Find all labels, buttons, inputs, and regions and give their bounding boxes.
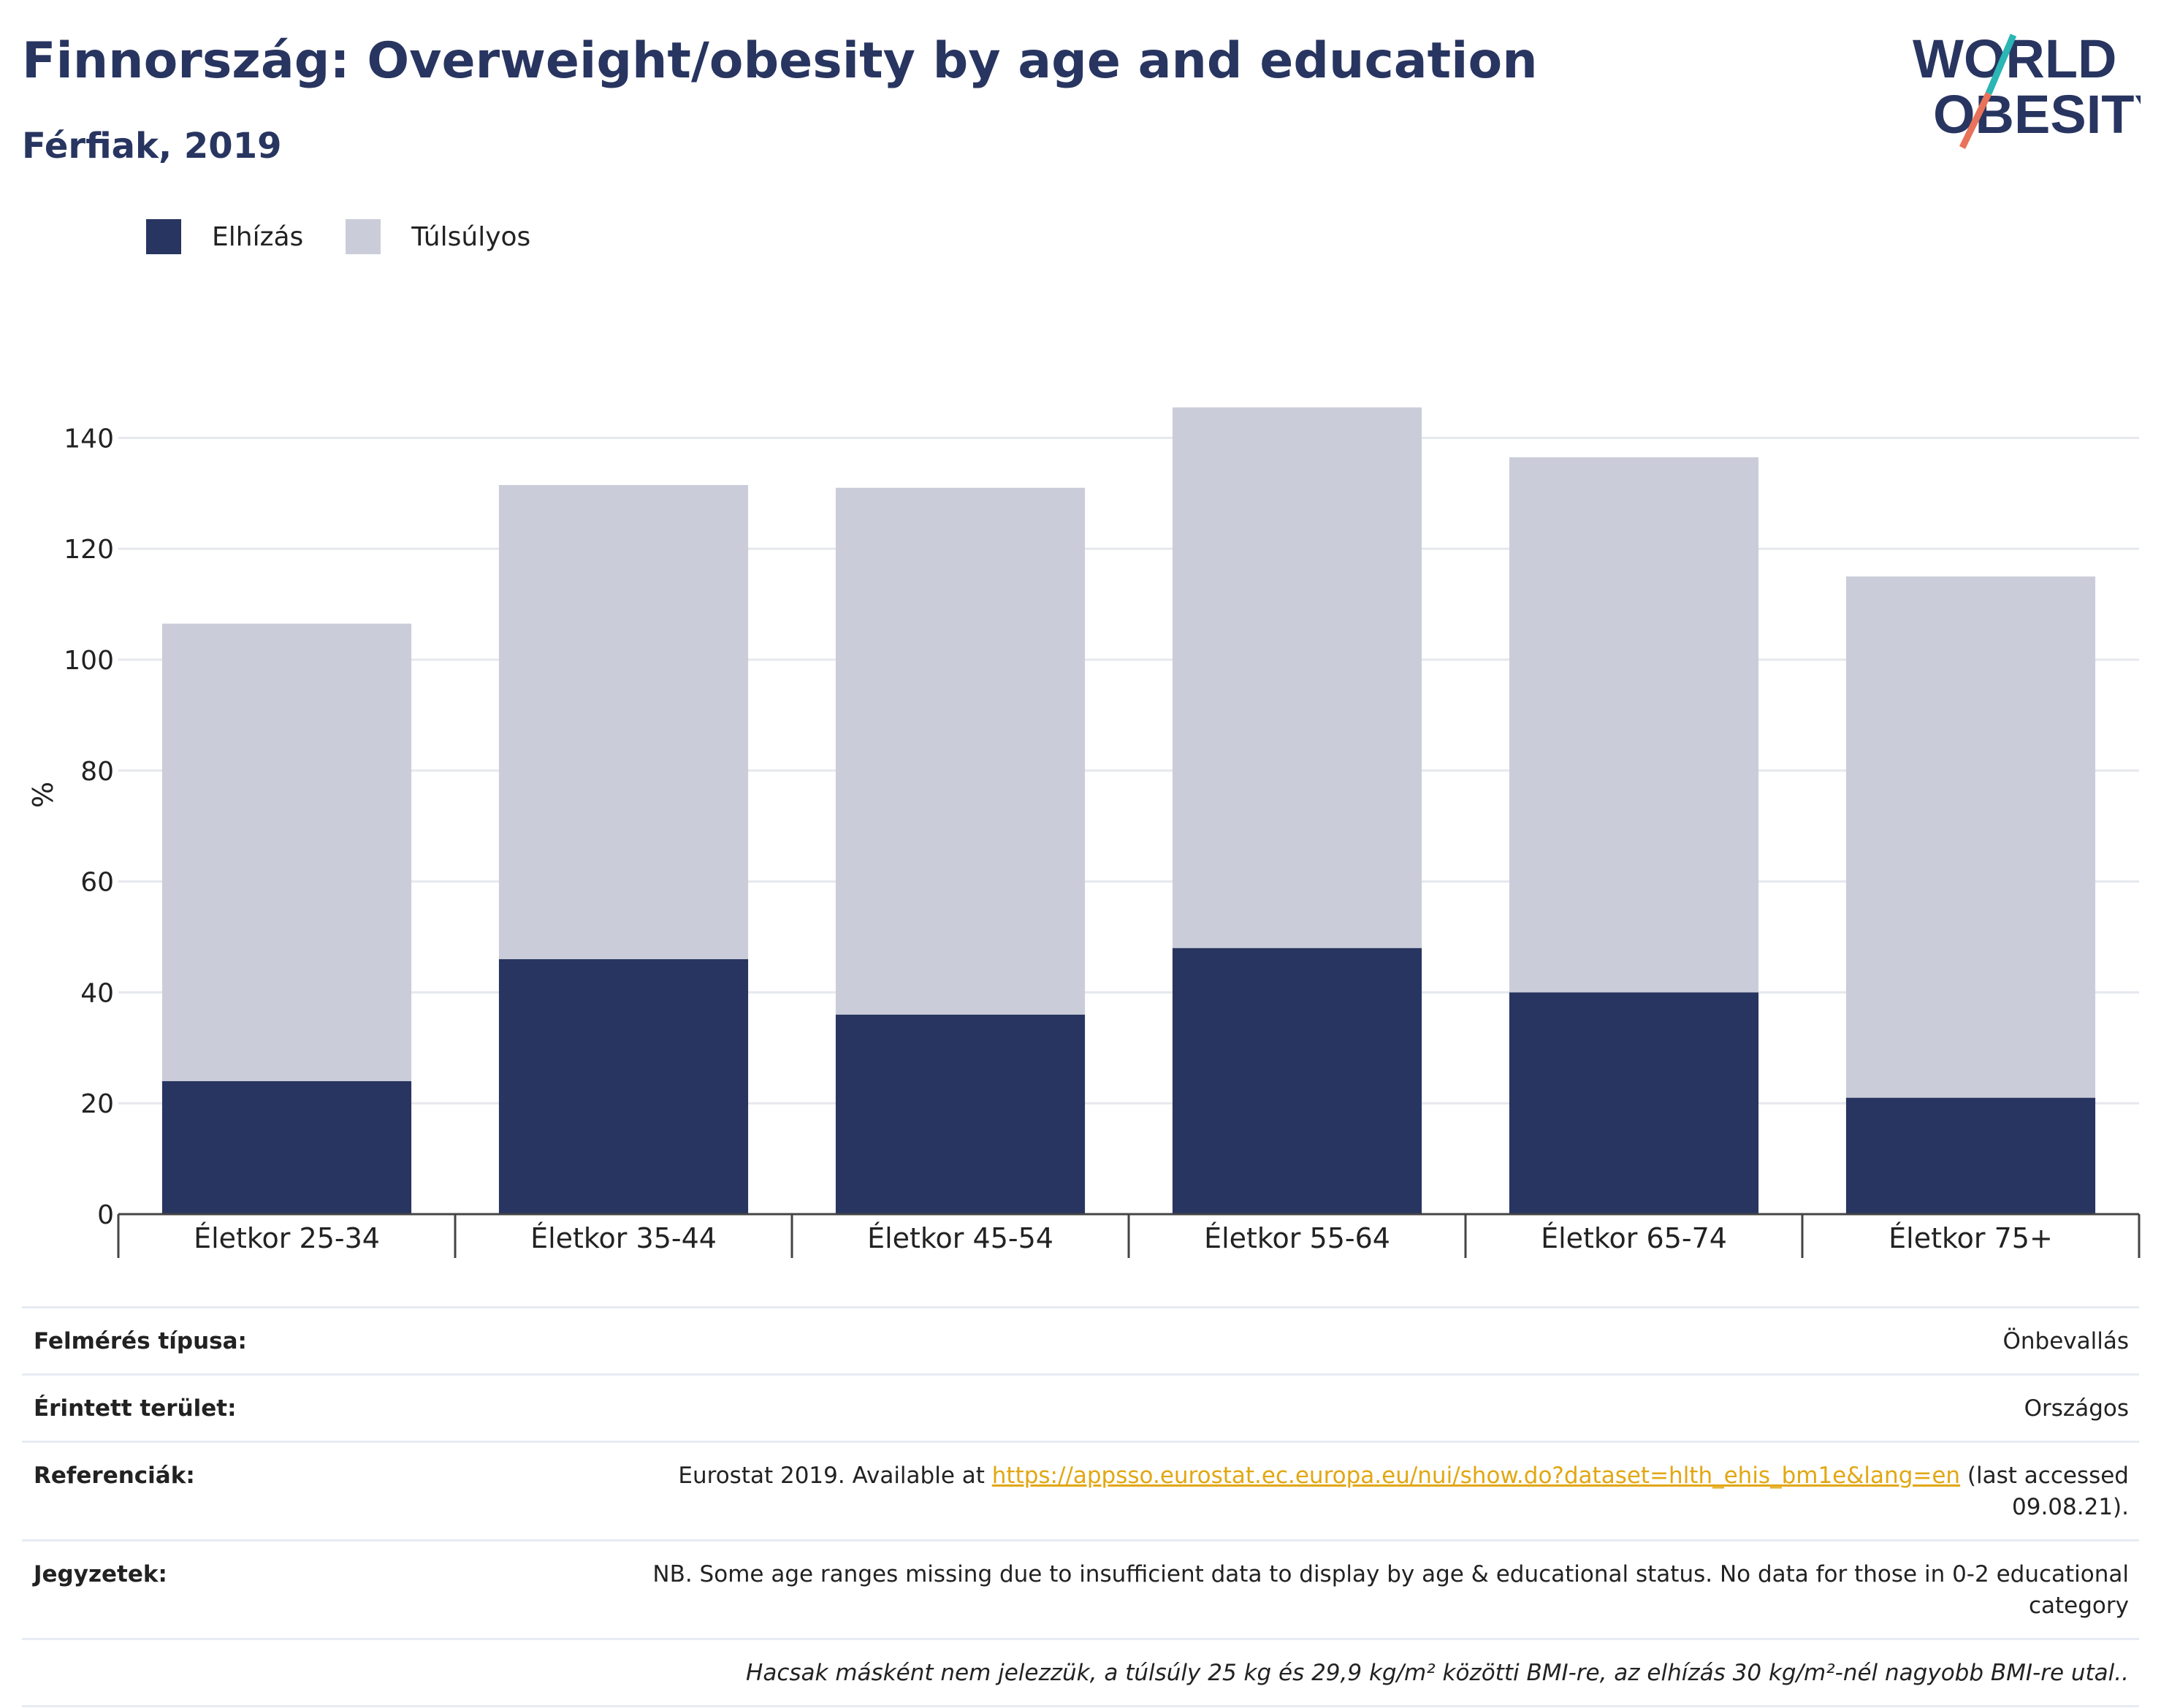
x-tick-label: Életkor 55-64 xyxy=(1204,1222,1390,1254)
bar-overweight xyxy=(1509,457,1759,993)
page-title: Finnország: Overweight/obesity by age an… xyxy=(22,32,1538,90)
meta-row-notes: Jegyzetek: NB. Some age ranges missing d… xyxy=(22,1539,2139,1638)
meta-label: Jegyzetek: xyxy=(34,1561,167,1587)
y-tick-label: 80 xyxy=(80,757,114,787)
legend-label-overweight: Túlsúlyos xyxy=(411,221,531,252)
y-tick-label: 140 xyxy=(64,424,114,454)
meta-row-area: Érintett terület: Országos xyxy=(22,1373,2139,1441)
legend-swatch-overweight xyxy=(346,219,381,254)
meta-label: Referenciák: xyxy=(34,1463,195,1489)
bar-overweight xyxy=(1172,407,1422,948)
x-tick-label: Életkor 75+ xyxy=(1889,1222,2053,1254)
legend-item-overweight[interactable]: Túlsúlyos xyxy=(346,219,530,254)
x-tick-label: Életkor 45-54 xyxy=(867,1222,1053,1254)
y-tick-label: 0 xyxy=(97,1200,114,1230)
meta-label: Érintett terület: xyxy=(34,1395,237,1422)
bar-obese xyxy=(835,1014,1086,1214)
chart-legend: Elhízás Túlsúlyos xyxy=(146,218,573,256)
bar-obese xyxy=(161,1080,412,1214)
y-tick-label: 40 xyxy=(80,978,114,1008)
bar-overweight xyxy=(1845,576,2096,1098)
bar-obese xyxy=(1845,1097,2096,1214)
x-tick-label: Életkor 35-44 xyxy=(530,1222,717,1254)
bar-obese xyxy=(498,958,749,1214)
logo-line-2: OBESITY xyxy=(1933,84,2141,145)
reference-link[interactable]: https://appsso.eurostat.ec.europa.eu/nui… xyxy=(991,1463,1961,1489)
meta-value: NB. Some age ranges missing due to insuf… xyxy=(652,1561,2129,1619)
legend-label-obese: Elhízás xyxy=(212,221,304,252)
y-tick-label: 60 xyxy=(80,868,114,898)
world-obesity-logo: WORLD OBESITY xyxy=(1913,28,2141,149)
meta-label: Felmérés típusa: xyxy=(34,1328,247,1354)
bmi-footnote: Hacsak másként nem jelezzük, a túlsúly 2… xyxy=(22,1638,2139,1707)
stacked-bar-chart: 0 20 40 60 80 100 120 140 Életkor 25-34 Életkor 3… xyxy=(27,407,2141,1258)
x-tick-label: Életkor 65-74 xyxy=(1541,1222,1727,1254)
bars xyxy=(161,407,2096,1214)
page-subtitle: Férfiak, 2019 xyxy=(22,126,282,167)
legend-swatch-obese xyxy=(146,219,181,254)
reference-accessed: (last accessed 09.08.21). xyxy=(1960,1463,2129,1520)
reference-text: Eurostat 2019. Available at xyxy=(678,1463,992,1489)
bar-overweight xyxy=(498,484,749,959)
meta-value: Önbevallás xyxy=(2002,1328,2129,1354)
meta-value: Országos xyxy=(2024,1395,2129,1422)
y-tick-label: 20 xyxy=(80,1089,114,1119)
logo-slash-teal xyxy=(1985,34,2017,95)
x-tick-label: Életkor 25-34 xyxy=(194,1222,380,1254)
meta-value: Eurostat 2019. Available at https://apps… xyxy=(595,1460,2129,1523)
y-axis-title: % xyxy=(27,782,59,808)
meta-row-references: Referenciák: Eurostat 2019. Available at… xyxy=(22,1441,2139,1539)
chart-metadata: Felmérés típusa: Önbevallás Érintett ter… xyxy=(22,1306,2139,1707)
bar-obese xyxy=(1509,992,1759,1214)
grid-lines xyxy=(118,436,2139,1105)
legend-item-obese[interactable]: Elhízás xyxy=(146,219,303,254)
bar-obese xyxy=(1172,948,1422,1214)
bar-overweight xyxy=(161,623,412,1081)
logo-slash-coral xyxy=(1959,92,1992,149)
y-tick-label: 100 xyxy=(64,646,114,676)
axes: 0 20 40 60 80 100 120 140 Életkor 25-34 Életkor 3… xyxy=(64,424,2141,1258)
bar-overweight xyxy=(835,487,1086,1015)
meta-row-survey-type: Felmérés típusa: Önbevallás xyxy=(22,1306,2139,1373)
y-tick-label: 120 xyxy=(64,535,114,565)
